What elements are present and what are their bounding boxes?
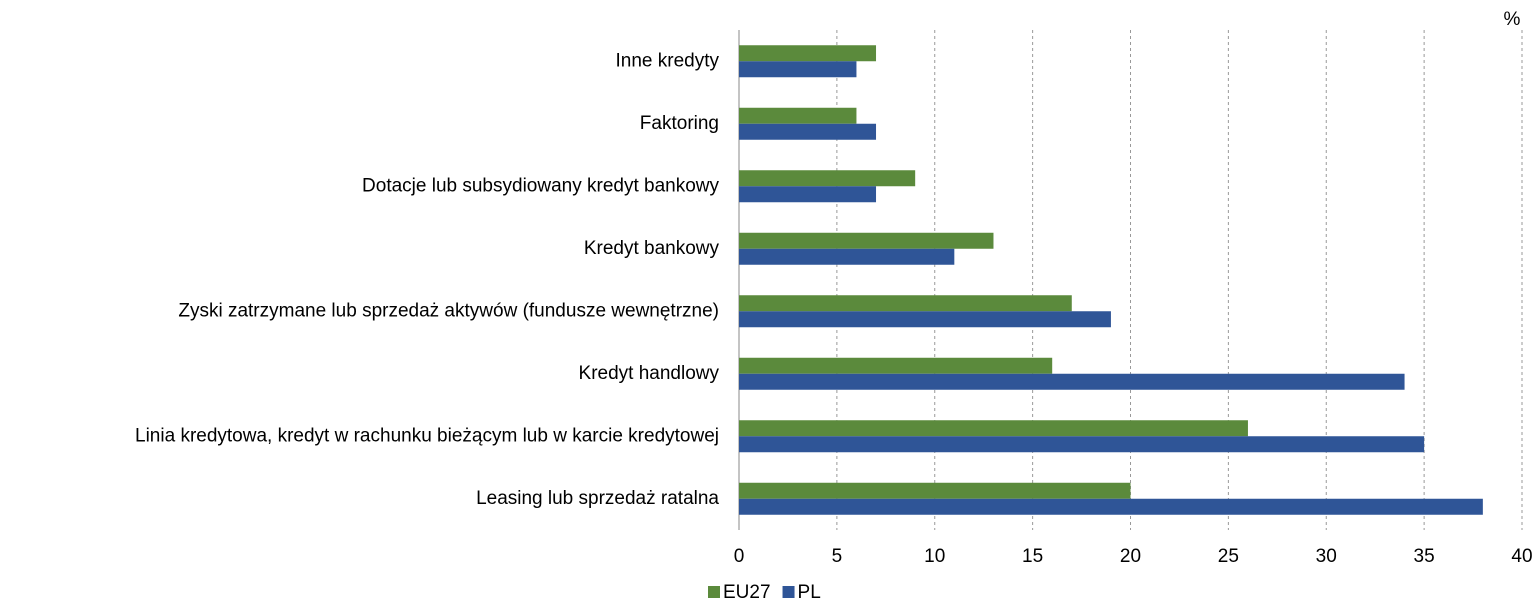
y-tick-label: Dotacje lub subsydiowany kredyt bankowy [362,175,719,196]
y-tick-label: Kredyt bankowy [584,238,720,259]
x-tick-label: 15 [1022,546,1043,567]
bar [739,123,877,140]
bar [739,45,877,62]
bar [739,420,1248,437]
bar [739,373,1405,390]
x-tick-label: 0 [734,546,745,567]
x-tick-label: 25 [1218,546,1239,567]
bar [739,248,955,265]
bar [739,311,1111,328]
bar [739,170,916,187]
x-tick-label: 40 [1511,546,1532,567]
unit-label: % [1504,9,1521,30]
y-tick-label: Kredyt handlowy [579,363,720,384]
x-tick-label: 35 [1414,546,1435,567]
y-tick-label: Leasing lub sprzedaż ratalna [476,488,719,509]
bar [739,436,1425,453]
bar [739,482,1131,499]
y-tick-label: Faktoring [640,113,719,134]
x-tick-label: 5 [832,546,843,567]
x-tick-label: 10 [924,546,945,567]
y-tick-label: Zyski zatrzymane lub sprzedaż aktywów (f… [178,300,719,321]
bar [739,232,994,249]
bar [739,498,1483,515]
legend-swatch [708,586,720,598]
y-tick-label: Linia kredytowa, kredyt w rachunku bieżą… [135,425,719,446]
y-tick-label: Inne kredyty [616,50,720,71]
x-tick-label: 30 [1316,546,1337,567]
legend-label: PL [798,582,821,602]
bar [739,295,1072,312]
legend-label: EU27 [723,582,771,602]
bar [739,186,877,203]
bar [739,61,857,78]
legend-swatch [782,586,795,598]
x-tick-label: 20 [1120,546,1141,567]
bar [739,357,1053,374]
bar [739,107,857,124]
